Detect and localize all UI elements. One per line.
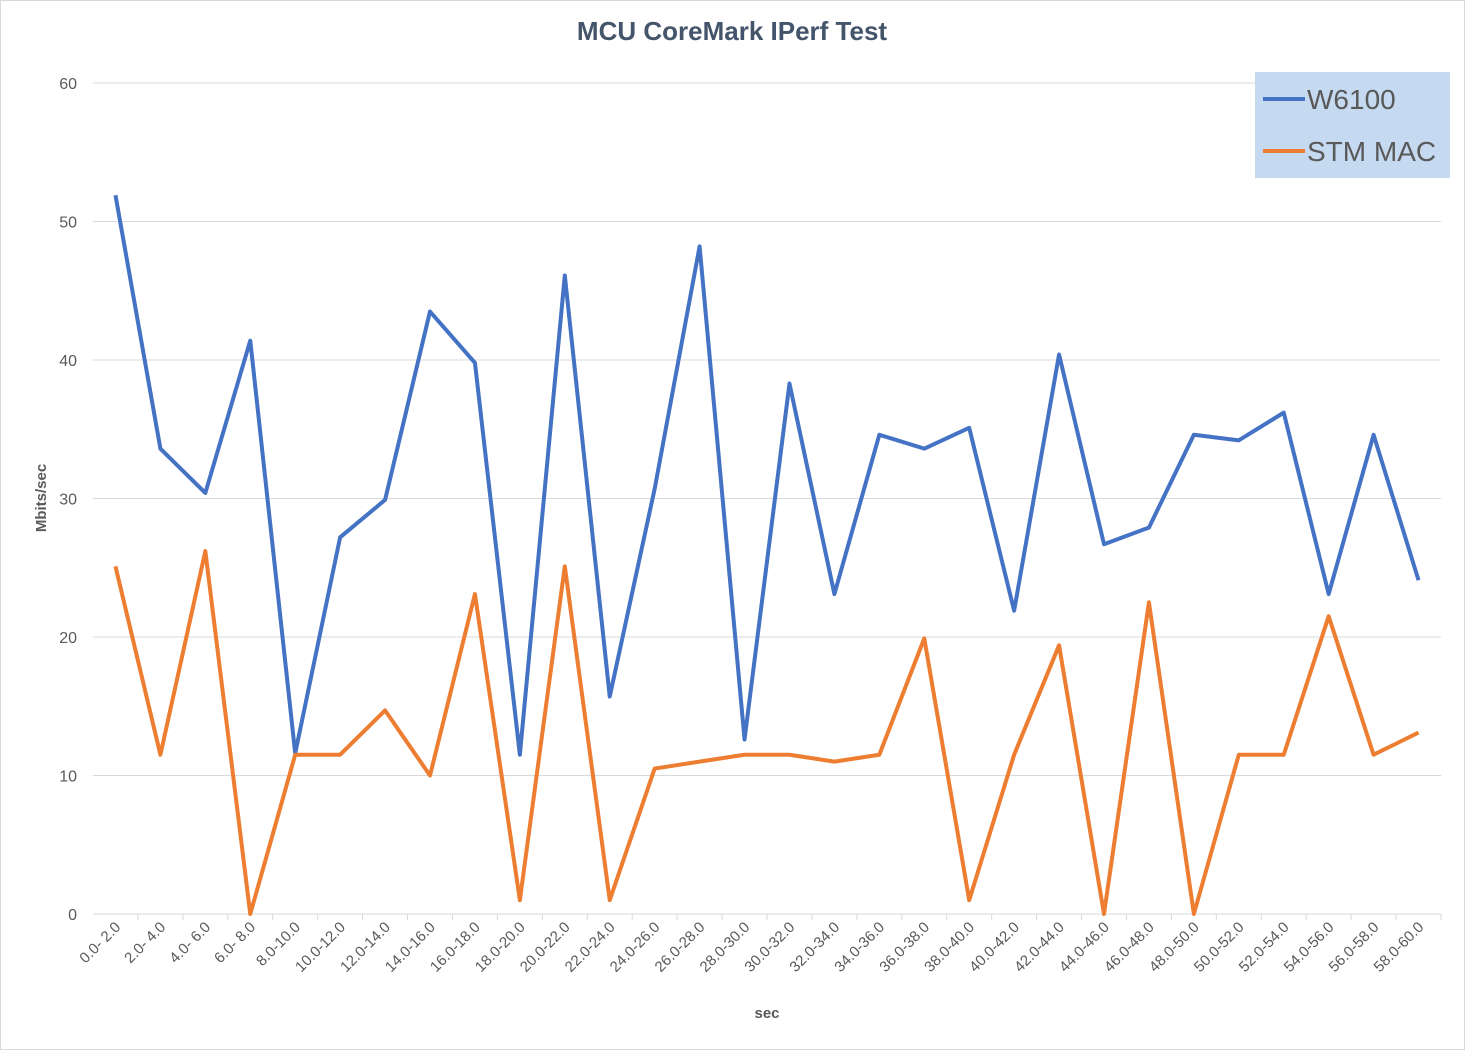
line-series	[113, 194, 1421, 757]
y-tick-label: 10	[59, 769, 77, 786]
chart-title: MCU CoreMark IPerf Test	[577, 16, 887, 46]
y-tick-label: 60	[59, 76, 77, 93]
legend-box	[1255, 72, 1450, 178]
y-tick-label: 0	[68, 907, 77, 924]
x-axis-label: sec	[754, 1005, 779, 1022]
legend-label: STM MAC	[1307, 136, 1436, 167]
y-axis-label: Mbits/sec	[33, 464, 50, 532]
y-tick-label: 50	[59, 215, 77, 232]
legend-label: W6100	[1307, 84, 1396, 115]
line-series	[113, 549, 1420, 916]
y-tick-label: 20	[59, 630, 77, 647]
y-tick-label: 40	[59, 353, 77, 370]
y-tick-label: 30	[59, 492, 77, 509]
